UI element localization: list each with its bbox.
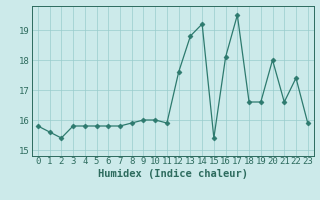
X-axis label: Humidex (Indice chaleur): Humidex (Indice chaleur)	[98, 169, 248, 179]
